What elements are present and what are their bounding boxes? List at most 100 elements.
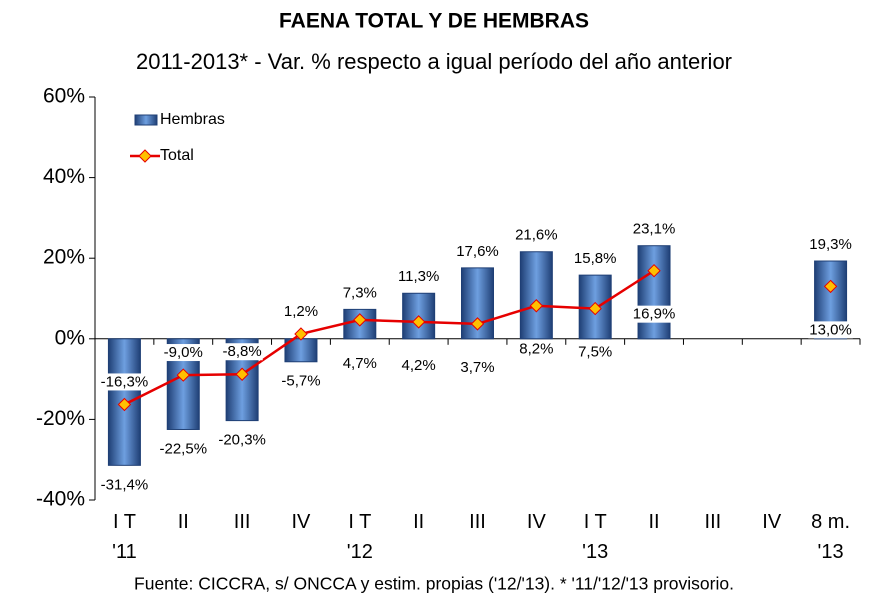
- marker: [353, 313, 367, 327]
- data-label-group: 19,3%: [808, 235, 853, 253]
- x-tick-label: II: [648, 511, 659, 533]
- marker: [823, 279, 838, 294]
- data-label: 7,5%: [578, 344, 612, 361]
- y-tick-label: 20%: [43, 246, 85, 269]
- legend-marker: [138, 149, 152, 163]
- legend-swatch: [134, 114, 158, 126]
- data-label: -20,3%: [218, 432, 266, 449]
- data-label-bg: [400, 356, 437, 374]
- x-tick-label: II: [413, 511, 424, 533]
- data-label: 4,7%: [343, 355, 377, 372]
- data-label-group: 16,9%: [631, 305, 677, 323]
- line: [123, 269, 655, 406]
- data-label-bg: [99, 373, 150, 391]
- chart-subtitle: 2011-2013* - Var. % respecto a igual per…: [136, 49, 732, 74]
- data-label-bg: [99, 476, 150, 494]
- data-label: -31,4%: [101, 476, 149, 493]
- data-label-group: 8,2%: [518, 340, 555, 358]
- y-tick-label: 60%: [43, 85, 85, 108]
- data-label: -5,7%: [281, 373, 320, 390]
- data-label-bg: [459, 358, 496, 376]
- data-label-group: 15,8%: [572, 250, 618, 268]
- data-label-group: -16,3%: [99, 373, 150, 391]
- data-label: -9,0%: [164, 344, 203, 361]
- data-label-group: 13,0%: [808, 321, 853, 339]
- data-label: 8,2%: [519, 341, 553, 358]
- data-label-bg: [631, 305, 677, 323]
- data-label-group: 1,2%: [282, 302, 320, 320]
- data-label-bg: [808, 235, 853, 253]
- data-label: 3,7%: [460, 359, 494, 376]
- data-label: -16,3%: [101, 373, 149, 390]
- data-label-bg: [221, 343, 263, 361]
- data-label-group: 4,2%: [400, 356, 437, 374]
- data-label: 7,3%: [343, 284, 377, 301]
- y-tick-label: -40%: [36, 488, 85, 511]
- marker: [294, 327, 308, 341]
- data-label-bg: [396, 268, 441, 286]
- data-label-group: 3,7%: [459, 358, 496, 376]
- x-tick-label: IV: [527, 511, 547, 533]
- data-label: 15,8%: [574, 250, 617, 267]
- data-label-group: 7,5%: [577, 343, 614, 361]
- bar: [519, 251, 553, 340]
- data-label-group: 21,6%: [514, 226, 559, 244]
- marker: [176, 368, 190, 382]
- x-tick-label: I T '13: [582, 511, 608, 563]
- data-label-bg: [280, 372, 322, 390]
- data-label-group: 4,7%: [341, 354, 378, 372]
- data-label-group: -31,4%: [99, 476, 150, 494]
- marker: [647, 263, 661, 278]
- data-label: 21,6%: [515, 227, 558, 244]
- marker: [411, 315, 426, 329]
- y-tick-label: -20%: [36, 407, 85, 430]
- marker: [529, 299, 544, 313]
- data-label: 16,9%: [633, 306, 676, 323]
- source-note: Fuente: CICCRA, s/ ONCCA y estim. propia…: [134, 574, 734, 594]
- data-label: 4,2%: [402, 357, 436, 374]
- data-label-group: 11,3%: [396, 268, 441, 286]
- data-label-group: -22,5%: [158, 440, 209, 458]
- x-tick-label: I T '12: [347, 511, 373, 563]
- data-label-group: 17,6%: [455, 242, 500, 260]
- data-label-bg: [162, 344, 204, 362]
- x-tick-label: III: [705, 511, 722, 533]
- data-label: 17,6%: [456, 243, 499, 260]
- data-label-group: -8,8%: [221, 343, 263, 361]
- data-label-group: 23,1%: [631, 220, 677, 238]
- data-label-bg: [631, 220, 677, 238]
- data-label-bg: [217, 431, 267, 449]
- data-label-bg: [455, 242, 500, 260]
- data-label: -22,5%: [160, 440, 208, 457]
- x-tick-label: III: [234, 511, 251, 533]
- marker: [117, 397, 132, 412]
- legend-label: Total: [160, 147, 194, 164]
- data-label: -8,8%: [223, 343, 262, 360]
- data-label: 13,0%: [809, 321, 852, 338]
- x-tick-label: III: [469, 511, 486, 533]
- data-label-bg: [577, 343, 614, 361]
- data-label-bg: [158, 440, 209, 458]
- data-label-group: 7,3%: [341, 284, 378, 302]
- x-tick-label: IV: [292, 511, 312, 533]
- x-tick-label: IV: [762, 511, 782, 533]
- legend-label: Hembras: [160, 111, 225, 128]
- data-label-bg: [572, 250, 618, 268]
- data-label: 11,3%: [398, 268, 439, 285]
- y-tick-label: 0%: [55, 326, 85, 349]
- data-label-bg: [282, 302, 320, 320]
- marker: [470, 317, 485, 331]
- labels: -31,4% -22,5% -20,3% -5,7% 7,3% 11,3% 17,6% 21,…: [99, 220, 853, 494]
- data-label-bg: [514, 226, 559, 244]
- data-label-group: -20,3%: [217, 431, 267, 449]
- bar: [637, 245, 671, 340]
- data-label: 1,2%: [284, 303, 318, 320]
- data-label-bg: [341, 284, 378, 302]
- x-tick-label: 8 m. '13: [811, 511, 850, 563]
- data-label: 19,3%: [809, 236, 852, 253]
- data-label: 23,1%: [633, 221, 676, 238]
- marker: [235, 367, 249, 381]
- marker: [588, 301, 602, 316]
- data-label-group: -5,7%: [280, 372, 322, 390]
- data-label-group: -9,0%: [162, 344, 204, 362]
